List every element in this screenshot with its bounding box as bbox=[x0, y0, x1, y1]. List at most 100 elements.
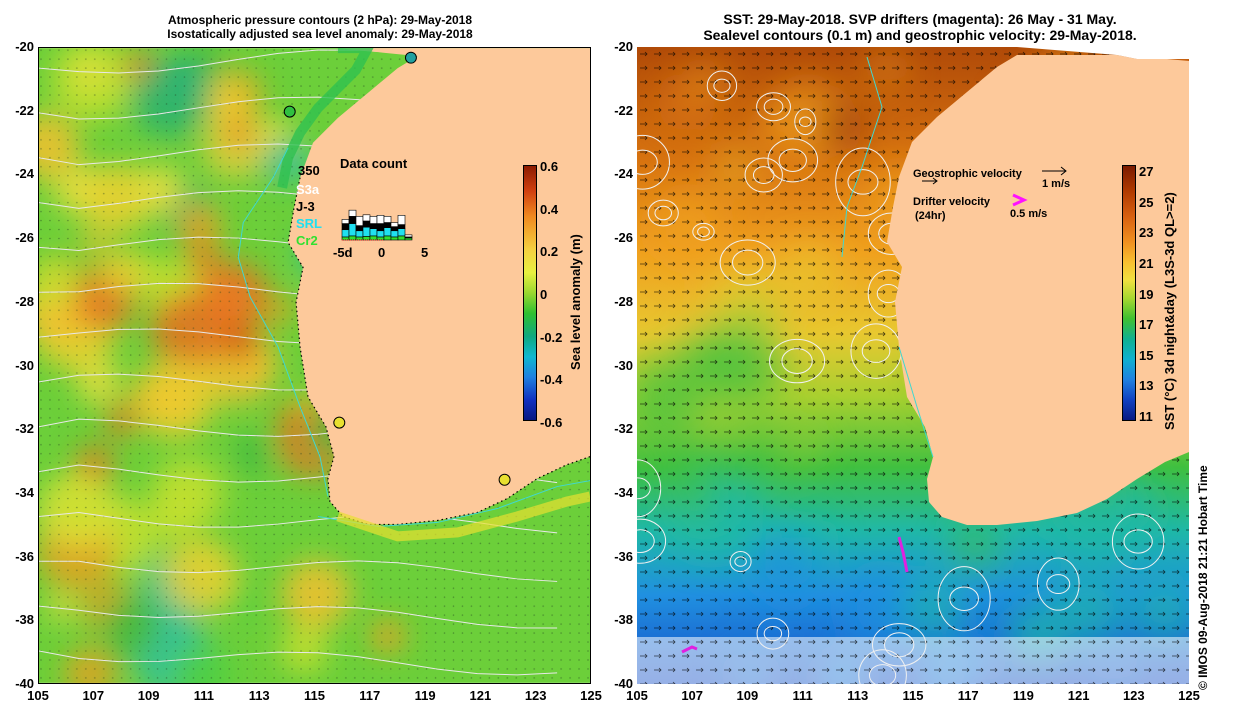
drifter-velocity-sub: (24hr) bbox=[915, 210, 946, 222]
data-count-legend-item: J-3 bbox=[296, 199, 315, 214]
colorbar-tick-label: 21 bbox=[1139, 255, 1154, 271]
data-count-legend-item: Cr2 bbox=[296, 233, 318, 248]
credit-text: © IMOS 09-Aug-2018 21:21 Hobart Time bbox=[1196, 465, 1210, 690]
data-count-bar bbox=[341, 229, 350, 238]
y-tick-label: -28 bbox=[15, 293, 34, 309]
right-map bbox=[637, 47, 1189, 684]
data-count-bar bbox=[383, 235, 392, 241]
x-tick-label: 119 bbox=[1012, 688, 1034, 703]
y-tick-label: -34 bbox=[15, 484, 34, 500]
x-tick-label: 117 bbox=[957, 688, 979, 703]
y-tick-label: -22 bbox=[614, 102, 633, 118]
y-tick-label: -36 bbox=[15, 548, 34, 564]
tide-gauge-marker bbox=[498, 473, 511, 486]
drifter-velocity-label: Drifter velocity bbox=[913, 196, 991, 208]
data-count-bar bbox=[348, 223, 357, 237]
y-tick-label: -32 bbox=[614, 421, 633, 437]
left-land bbox=[288, 48, 590, 525]
right-land bbox=[887, 47, 1189, 525]
right-title-2: Sealevel contours (0.1 m) and geostrophi… bbox=[703, 27, 1137, 43]
tide-gauge-marker bbox=[283, 105, 296, 118]
y-tick-label: -38 bbox=[614, 612, 633, 628]
data-count-bar bbox=[362, 226, 371, 237]
right-title-1: SST: 29-May-2018. SVP drifters (magenta)… bbox=[723, 11, 1117, 27]
data-count-bar bbox=[355, 216, 364, 226]
x-tick-label: 113 bbox=[248, 688, 270, 703]
data-count-bar bbox=[355, 225, 364, 232]
data-count-bar bbox=[397, 235, 406, 241]
left-map bbox=[38, 47, 591, 684]
tide-gauge-marker bbox=[333, 416, 346, 429]
y-tick-label: -40 bbox=[614, 676, 633, 691]
x-tick-label: 107 bbox=[681, 688, 704, 703]
left-colorbar bbox=[523, 165, 537, 421]
data-count-bar bbox=[348, 209, 357, 217]
x-tick-label: 111 bbox=[792, 688, 813, 703]
drifter-velocity-scale: 0.5 m/s bbox=[1010, 208, 1048, 220]
data-count-bar bbox=[348, 216, 357, 224]
x-tick-label: 125 bbox=[1178, 688, 1200, 703]
data-count-bar bbox=[383, 222, 392, 228]
data-count-max: 350 bbox=[298, 163, 320, 178]
data-count-bar bbox=[390, 222, 399, 227]
data-count-bar bbox=[390, 230, 399, 238]
colorbar-tick-label: 23 bbox=[1139, 225, 1154, 241]
colorbar-tick-label: 17 bbox=[1139, 317, 1154, 333]
colorbar-tick-label: 27 bbox=[1139, 164, 1154, 179]
y-tick-label: -20 bbox=[614, 39, 633, 54]
colorbar-tick-label: -0.4 bbox=[540, 372, 563, 388]
data-count-x-tick: 5 bbox=[421, 245, 429, 260]
data-count-x-tick: -5d bbox=[333, 245, 353, 260]
data-count-chart bbox=[341, 209, 413, 241]
data-count-bar bbox=[397, 224, 406, 229]
colorbar-tick-label: 0.6 bbox=[540, 159, 559, 174]
x-tick-label: 109 bbox=[736, 688, 759, 703]
colorbar-tick-label: 19 bbox=[1139, 286, 1154, 302]
y-tick-label: -26 bbox=[614, 230, 633, 246]
y-tick-label: -30 bbox=[614, 357, 633, 373]
data-count-x-tick: 0 bbox=[378, 245, 386, 260]
x-tick-label: 119 bbox=[414, 688, 436, 703]
x-tick-label: 125 bbox=[580, 688, 602, 703]
colorbar-tick-label: 25 bbox=[1139, 194, 1154, 210]
x-tick-label: 121 bbox=[469, 688, 492, 703]
geo-velocity-scale: 1 m/s bbox=[1042, 178, 1071, 190]
y-tick-label: -34 bbox=[614, 484, 633, 500]
data-count-bar bbox=[355, 230, 364, 238]
x-tick-label: 123 bbox=[1122, 688, 1145, 703]
data-count-bar bbox=[355, 236, 364, 241]
y-tick-label: -30 bbox=[15, 357, 34, 373]
x-tick-label: 105 bbox=[626, 688, 648, 703]
data-count-bar bbox=[376, 215, 385, 224]
y-tick-label: -36 bbox=[614, 548, 633, 564]
data-count-bar bbox=[362, 220, 371, 228]
x-tick-label: 105 bbox=[27, 688, 49, 703]
drifter-velocity-arrow bbox=[1012, 193, 1028, 207]
colorbar-tick-label: 11 bbox=[1139, 409, 1153, 424]
y-tick-label: -26 bbox=[15, 230, 34, 246]
data-count-bar bbox=[369, 216, 378, 224]
x-tick-label: 107 bbox=[82, 688, 105, 703]
x-tick-label: 109 bbox=[137, 688, 160, 703]
y-tick-label: -24 bbox=[15, 166, 34, 182]
data-count-bar bbox=[341, 236, 350, 241]
data-count-bar bbox=[404, 234, 413, 238]
left-title-2: Isostatically adjusted sea level anomaly… bbox=[167, 27, 473, 41]
data-count-bar bbox=[362, 236, 371, 241]
y-tick-label: -22 bbox=[15, 102, 34, 118]
data-count-bar bbox=[341, 223, 350, 231]
y-tick-label: -38 bbox=[15, 612, 34, 628]
left-colorbar-label: Sea level anomaly (m) bbox=[568, 234, 583, 370]
data-count-bar bbox=[383, 216, 392, 223]
data-count-bar bbox=[376, 223, 385, 232]
data-count-bar bbox=[397, 228, 406, 237]
y-tick-label: -28 bbox=[614, 293, 633, 309]
colorbar-tick-label: 0 bbox=[540, 287, 548, 302]
left-title-1: Atmospheric pressure contours (2 hPa): 2… bbox=[167, 13, 473, 27]
colorbar-tick-label: -0.2 bbox=[540, 329, 563, 345]
right-colorbar bbox=[1122, 165, 1136, 421]
data-count-bar bbox=[390, 226, 399, 232]
y-tick-label: -40 bbox=[15, 676, 34, 691]
colorbar-tick-label: 13 bbox=[1139, 378, 1154, 394]
data-count-title: Data count bbox=[340, 156, 408, 171]
